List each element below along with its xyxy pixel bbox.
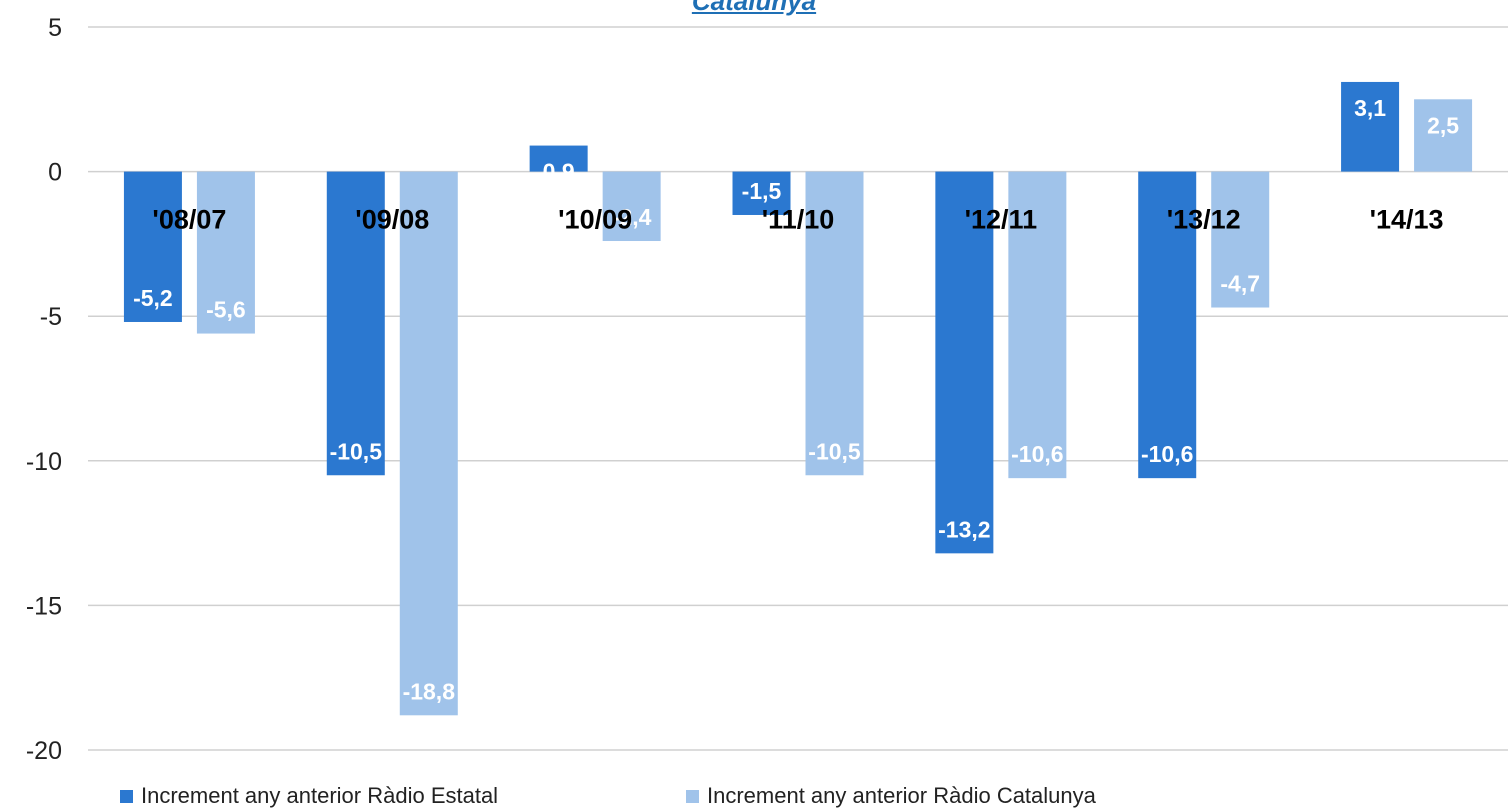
y-axis: 5 0 -5 -10 -15 -20 xyxy=(26,14,62,765)
category-label: '13/12 xyxy=(1167,205,1241,235)
chart-title: Catalunya xyxy=(691,0,817,16)
bar xyxy=(1211,171,1270,308)
category-labels: '08/07 '09/08 '10/09 '11/10 '12/11 '13/12 '14/… xyxy=(152,205,1443,235)
data-label: -10,6 xyxy=(1011,441,1063,467)
data-label: 3,1 xyxy=(1354,95,1386,121)
data-label: -18,8 xyxy=(403,678,456,704)
category-label: '14/13 xyxy=(1370,205,1444,235)
bar xyxy=(399,171,458,716)
bar xyxy=(123,171,182,322)
data-label: -13,2 xyxy=(938,516,990,542)
category-label: '09/08 xyxy=(355,205,429,235)
data-label: -2,4 xyxy=(612,204,652,230)
bar xyxy=(196,171,255,334)
data-label: -4,7 xyxy=(1220,271,1260,297)
data-label: -10,5 xyxy=(808,438,861,464)
data-label: -5,6 xyxy=(206,297,246,323)
category-label: '12/11 xyxy=(965,205,1038,235)
legend-swatch-radio-catalunya xyxy=(686,789,699,803)
bar xyxy=(732,171,791,215)
category-label: '08/07 xyxy=(152,205,226,235)
y-tick-label: 0 xyxy=(48,159,62,187)
legend-label-radio-catalunya: Increment any anterior Ràdio Catalunya xyxy=(707,783,1096,808)
legend-item-radio-catalunya: Increment any anterior Ràdio Catalunya xyxy=(686,783,1096,809)
bar-chart: 50-5-10-15-20 -5,2 -5,6-10,5-18,80,9-2,4-… xyxy=(26,14,1508,765)
y-tick-label: -10 xyxy=(26,448,62,476)
y-tick-label: -15 xyxy=(26,592,62,620)
bars xyxy=(123,81,1473,716)
legend: Increment any anterior Ràdio Estatal Inc… xyxy=(0,783,1508,811)
y-tick-label: 5 xyxy=(48,14,62,42)
data-label: 2,5 xyxy=(1427,112,1459,138)
data-label: -10,5 xyxy=(330,438,383,464)
y-tick-label: -20 xyxy=(26,737,62,765)
legend-item-radio-estatal: Increment any anterior Ràdio Estatal xyxy=(120,783,498,809)
legend-swatch-radio-estatal xyxy=(120,789,133,803)
data-label: -5,2 xyxy=(133,285,173,311)
legend-label-radio-estatal: Increment any anterior Ràdio Estatal xyxy=(141,783,499,808)
bar xyxy=(935,171,994,554)
bar xyxy=(1138,171,1197,479)
category-label: '11/10 xyxy=(762,205,835,235)
bar xyxy=(805,171,864,476)
bar xyxy=(1341,81,1400,172)
data-label: -1,5 xyxy=(742,178,782,204)
bar xyxy=(529,145,588,172)
bar xyxy=(602,171,661,242)
gridlines xyxy=(88,26,1508,751)
bar xyxy=(1008,171,1067,479)
category-label: '10/09 xyxy=(558,205,632,235)
data-label: 0,9 xyxy=(543,159,575,185)
bar xyxy=(1414,99,1473,172)
y-tick-label: -5 xyxy=(40,303,62,331)
data-labels: -5,2 -5,6 -10,5 -18,8 0,9 -2,4 -1,5 -10,5 -13,2 -… xyxy=(133,95,1459,704)
bar xyxy=(326,171,385,476)
data-label: -10,6 xyxy=(1141,441,1193,467)
